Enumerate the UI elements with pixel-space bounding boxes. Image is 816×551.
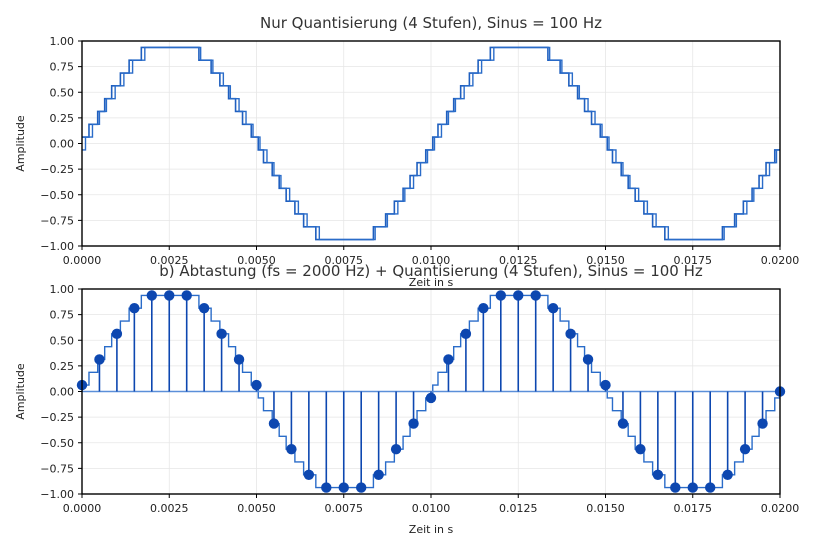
x-tick-label: 0.0075 — [325, 502, 364, 515]
y-tick-label: 0.50 — [50, 334, 75, 347]
x-tick-label: 0.0175 — [674, 502, 713, 515]
stem-marker — [94, 354, 105, 365]
stem-marker — [356, 482, 367, 493]
stem-marker — [111, 328, 123, 340]
y-tick-label: 1.00 — [50, 35, 75, 48]
stem-marker — [338, 482, 349, 493]
x-tick-label: 0.0000 — [63, 254, 102, 267]
x-tick-label: 0.0150 — [586, 254, 625, 267]
x-tick-label: 0.0025 — [150, 254, 189, 267]
x-tick-label: 0.0100 — [412, 502, 451, 515]
stem-marker — [705, 482, 716, 493]
stem-marker — [251, 379, 262, 391]
stem-marker — [635, 443, 646, 455]
stem-marker — [181, 290, 192, 301]
stem-marker — [478, 303, 489, 314]
x-axis-label: Zeit in s — [409, 523, 454, 536]
y-tick-label: −0.25 — [40, 163, 74, 176]
stem-marker — [617, 418, 629, 429]
stem-marker — [670, 482, 681, 493]
x-tick-label: 0.0200 — [761, 502, 800, 515]
y-tick-label: −0.75 — [40, 214, 74, 227]
x-tick-label: 0.0175 — [674, 254, 713, 267]
stem-marker — [198, 303, 210, 314]
stem-marker — [600, 379, 611, 391]
y-tick-label: 0.00 — [50, 138, 75, 151]
x-axis-label: Zeit in s — [409, 276, 454, 289]
stem-marker — [757, 418, 768, 429]
stem-marker — [495, 290, 506, 301]
stem-marker — [443, 354, 454, 365]
x-tick-label: 0.0000 — [63, 502, 102, 515]
stem-marker — [565, 328, 576, 340]
stem-marker — [233, 354, 245, 365]
chart-panel-quantization: 0.0000 0.0025 0.0050 0.0075 0.0100 0.0125 0.01… — [14, 14, 799, 289]
stem-marker — [146, 290, 157, 301]
plot-area — [82, 46, 780, 241]
y-tick-label: 0.00 — [50, 386, 75, 399]
chart-panel-sampling-quantization: 0.0000 0.0025 0.0050 0.0075 0.0100 0.0125 0.01… — [14, 262, 799, 536]
stem-marker — [268, 418, 280, 429]
y-tick-label: 0.25 — [50, 112, 75, 125]
y-tick-label: 1.00 — [50, 283, 75, 296]
stem-marker — [460, 328, 472, 340]
y-tick-label: −1.00 — [40, 240, 74, 253]
stem-marker — [216, 328, 227, 340]
stem-marker — [687, 482, 698, 493]
x-tick-label: 0.0050 — [237, 502, 276, 515]
x-tick-label: 0.0200 — [761, 254, 800, 267]
x-tick-label: 0.0150 — [586, 502, 625, 515]
y-tick-label: −0.50 — [40, 189, 74, 202]
stem-marker — [321, 482, 332, 493]
y-axis-label: Amplitude — [14, 363, 27, 420]
y-tick-label: −0.25 — [40, 411, 74, 424]
y-tick-label: −1.00 — [40, 488, 74, 501]
stem-marker — [408, 418, 419, 429]
stem-marker — [530, 290, 541, 301]
x-tick-label: 0.0025 — [150, 502, 189, 515]
stem-marker — [286, 443, 297, 455]
stem-marker — [652, 469, 664, 480]
chart-title: b) Abtastung (fs = 2000 Hz) + Quantisier… — [159, 262, 703, 280]
x-tick-label: 0.0050 — [237, 254, 276, 267]
stem-marker — [582, 354, 594, 365]
y-tick-label: 0.75 — [50, 61, 75, 74]
y-tick-label: −0.75 — [40, 462, 74, 475]
x-tick-label: 0.0125 — [499, 502, 538, 515]
stem-marker — [722, 469, 733, 480]
x-tick-label: 0.0100 — [412, 254, 451, 267]
stem-marker — [547, 303, 559, 314]
stem-marker — [129, 303, 140, 314]
x-tick-label: 0.0075 — [325, 254, 364, 267]
stem-marker — [390, 443, 402, 455]
stem-marker — [425, 392, 437, 404]
y-axis-label: Amplitude — [14, 115, 27, 172]
series-quantized-step-2 — [82, 46, 780, 241]
y-tick-label: 0.25 — [50, 360, 75, 373]
y-tick-label: 0.75 — [50, 309, 75, 322]
stem-marker — [513, 290, 524, 301]
stem-marker — [373, 469, 384, 480]
chart-title: Nur Quantisierung (4 Stufen), Sinus = 10… — [260, 14, 602, 32]
x-tick-label: 0.0125 — [499, 254, 538, 267]
y-tick-label: 0.50 — [50, 86, 75, 99]
y-tick-label: −0.50 — [40, 437, 74, 450]
stem-marker — [739, 443, 751, 455]
stem-marker — [303, 469, 315, 480]
stem-marker — [164, 290, 175, 301]
